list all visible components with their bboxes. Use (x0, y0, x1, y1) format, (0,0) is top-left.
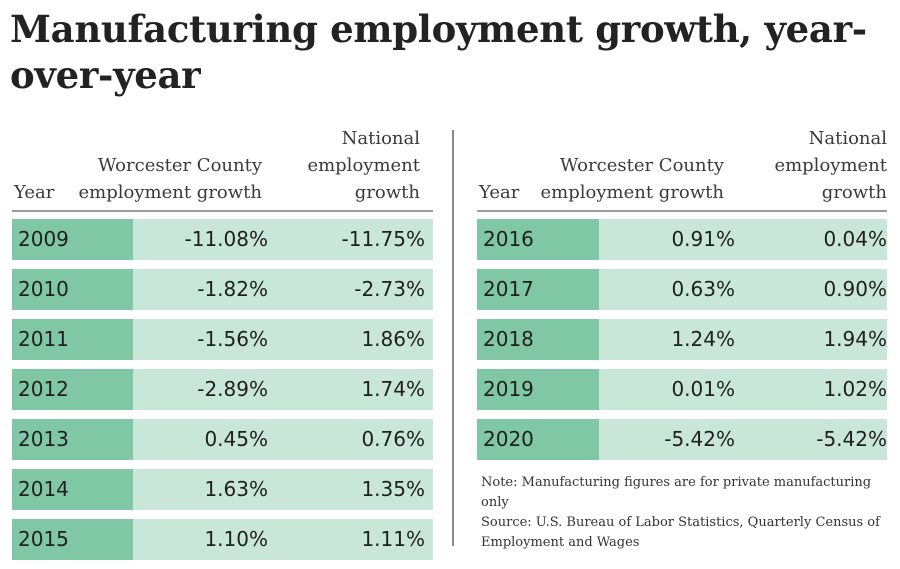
values-cell-group: -11.08% -11.75% (133, 219, 433, 260)
table-row: 2020 -5.42% -5.42% (477, 419, 887, 460)
worcester-growth-cell: -2.89% (197, 377, 268, 401)
worcester-growth-cell: 1.10% (204, 527, 268, 551)
year-cell: 2015 (12, 519, 133, 560)
year-cell: 2018 (477, 319, 599, 360)
national-growth-cell: 0.90% (823, 277, 887, 301)
table-2016-2020: Year Worcester County employment growth … (477, 122, 887, 469)
worcester-growth-cell: 1.24% (671, 327, 735, 351)
national-growth-cell: 1.02% (823, 377, 887, 401)
table-row: 2013 0.45% 0.76% (12, 419, 433, 460)
table-row: 2012 -2.89% 1.74% (12, 369, 433, 410)
year-cell: 2019 (477, 369, 599, 410)
table-body: 2009 -11.08% -11.75% 2010 -1.82% -2.73% 2011 -1… (12, 219, 433, 560)
table-row: 2011 -1.56% 1.86% (12, 319, 433, 360)
national-growth-cell: 1.11% (361, 527, 425, 551)
values-cell-group: -5.42% -5.42% (599, 419, 887, 460)
table-row: 2017 0.63% 0.90% (477, 269, 887, 310)
note-text: Note: Manufacturing figures are for priv… (481, 475, 872, 510)
values-cell-group: 1.10% 1.11% (133, 519, 433, 560)
table-header: Year Worcester County employment growth … (477, 122, 887, 212)
header-year: Year (14, 182, 55, 203)
worcester-growth-cell: 0.45% (204, 427, 268, 451)
values-cell-group: 0.63% 0.90% (599, 269, 887, 310)
table-2009-2015: Year Worcester County employment growth … (12, 122, 433, 569)
table-body: 2016 0.91% 0.04% 2017 0.63% 0.90% 2018 1.24% 1.9… (477, 219, 887, 460)
year-cell: 2010 (12, 269, 133, 310)
page-title: Manufacturing employment growth, year-ov… (10, 7, 867, 97)
national-growth-cell: 1.74% (361, 377, 425, 401)
worcester-growth-cell: 1.63% (204, 477, 268, 501)
source-text: Source: U.S. Bureau of Labor Statistics,… (481, 515, 880, 550)
column-divider (452, 130, 454, 546)
worcester-growth-cell: 0.01% (671, 377, 735, 401)
header-national: National employment growth (774, 128, 887, 203)
year-cell: 2020 (477, 419, 599, 460)
table-row: 2015 1.10% 1.11% (12, 519, 433, 560)
year-cell: 2011 (12, 319, 133, 360)
year-cell: 2012 (12, 369, 133, 410)
worcester-growth-cell: -1.56% (197, 327, 268, 351)
values-cell-group: 0.45% 0.76% (133, 419, 433, 460)
year-cell: 2016 (477, 219, 599, 260)
national-growth-cell: 1.86% (361, 327, 425, 351)
worcester-growth-cell: -11.08% (184, 227, 268, 251)
footnotes: Note: Manufacturing figures are for priv… (481, 473, 891, 553)
table-row: 2009 -11.08% -11.75% (12, 219, 433, 260)
year-cell: 2017 (477, 269, 599, 310)
worcester-growth-cell: 0.63% (671, 277, 735, 301)
national-growth-cell: 1.94% (823, 327, 887, 351)
values-cell-group: -1.82% -2.73% (133, 269, 433, 310)
values-cell-group: -2.89% 1.74% (133, 369, 433, 410)
table-row: 2016 0.91% 0.04% (477, 219, 887, 260)
table-row: 2018 1.24% 1.94% (477, 319, 887, 360)
values-cell-group: -1.56% 1.86% (133, 319, 433, 360)
national-growth-cell: -5.42% (816, 427, 887, 451)
header-worcester: Worcester County employment growth (540, 155, 724, 203)
year-cell: 2014 (12, 469, 133, 510)
national-growth-cell: 1.35% (361, 477, 425, 501)
year-cell: 2013 (12, 419, 133, 460)
national-growth-cell: -2.73% (354, 277, 425, 301)
national-growth-cell: 0.04% (823, 227, 887, 251)
values-cell-group: 1.63% 1.35% (133, 469, 433, 510)
values-cell-group: 0.91% 0.04% (599, 219, 887, 260)
header-worcester: Worcester County employment growth (78, 155, 262, 203)
table-header: Year Worcester County employment growth … (12, 122, 433, 212)
national-growth-cell: -11.75% (341, 227, 425, 251)
header-year: Year (479, 182, 520, 203)
national-growth-cell: 0.76% (361, 427, 425, 451)
values-cell-group: 0.01% 1.02% (599, 369, 887, 410)
values-cell-group: 1.24% 1.94% (599, 319, 887, 360)
year-cell: 2009 (12, 219, 133, 260)
table-row: 2010 -1.82% -2.73% (12, 269, 433, 310)
header-national: National employment growth (307, 128, 420, 203)
table-row: 2014 1.63% 1.35% (12, 469, 433, 510)
worcester-growth-cell: -1.82% (197, 277, 268, 301)
worcester-growth-cell: 0.91% (671, 227, 735, 251)
worcester-growth-cell: -5.42% (664, 427, 735, 451)
table-row: 2019 0.01% 1.02% (477, 369, 887, 410)
